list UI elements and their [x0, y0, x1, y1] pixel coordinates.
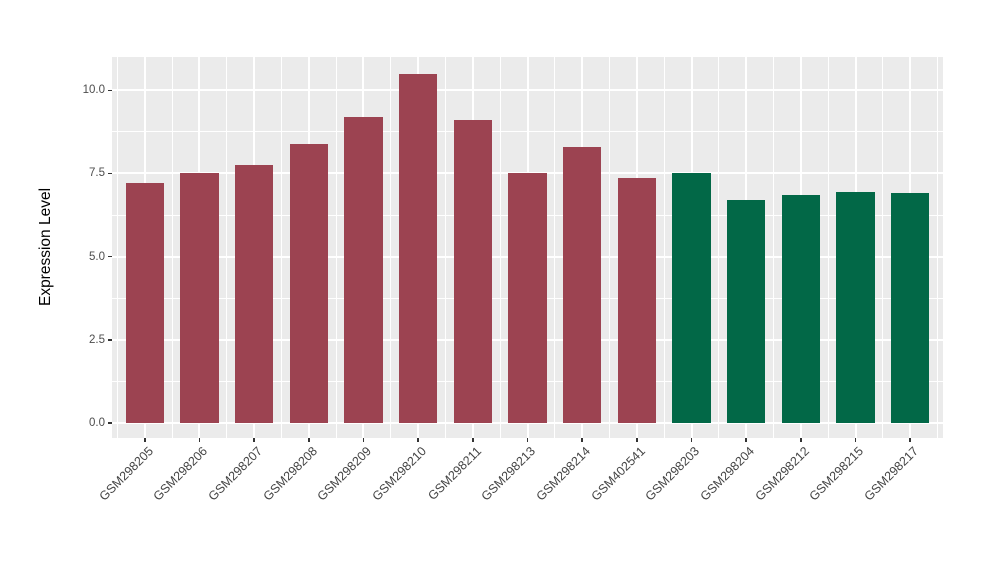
gridline — [444, 57, 446, 438]
x-tick-mark — [636, 438, 638, 442]
x-tick-mark — [198, 438, 201, 442]
x-tick-mark — [690, 438, 693, 442]
y-axis-title-text: Expression Level — [37, 187, 54, 307]
bar-GSM402541 — [617, 178, 656, 424]
x-tick-label: GSM298208 — [260, 444, 320, 504]
bar-GSM298213 — [508, 173, 547, 424]
x-tick-label: GSM402541 — [588, 444, 648, 504]
plot-panel — [112, 57, 943, 438]
x-tick-label: GSM298204 — [697, 444, 758, 504]
gridline — [773, 57, 775, 438]
y-tick-mark — [108, 339, 112, 341]
bar-GSM298203 — [672, 173, 711, 424]
x-tick-mark — [362, 438, 365, 442]
gridline — [499, 57, 501, 438]
gridline — [112, 131, 943, 133]
gridline — [827, 57, 829, 438]
x-tick-label: GSM298217 — [861, 444, 922, 504]
bar-GSM298214 — [563, 146, 602, 423]
gridline — [718, 57, 720, 438]
x-tick-label: GSM298213 — [478, 444, 539, 504]
bar-GSM298211 — [453, 120, 492, 424]
x-tick-label: GSM298207 — [205, 444, 266, 504]
x-tick-mark — [909, 438, 911, 442]
bar-GSM298215 — [836, 191, 875, 423]
gridline — [390, 57, 392, 438]
x-tick-label: GSM298210 — [369, 444, 430, 504]
x-tick-label: GSM298209 — [314, 444, 375, 504]
bar-GSM298206 — [180, 173, 219, 424]
y-tick-mark — [108, 255, 112, 258]
y-tick-label: 0.0 — [89, 417, 105, 430]
gridline — [112, 89, 943, 92]
y-tick-mark — [108, 89, 112, 92]
x-tick-label: GSM298211 — [424, 444, 484, 503]
bar-GSM298204 — [727, 200, 766, 424]
gridline — [335, 57, 337, 438]
x-tick-mark — [581, 438, 583, 442]
y-tick-label: 5.0 — [89, 250, 105, 263]
bar-GSM298207 — [235, 165, 274, 424]
x-tick-mark — [253, 438, 255, 442]
x-tick-label: GSM298205 — [96, 444, 156, 504]
gridline — [663, 57, 665, 438]
gridline — [554, 57, 556, 438]
x-tick-label: GSM298214 — [533, 444, 594, 504]
x-tick-mark — [526, 438, 529, 442]
y-tick-mark — [108, 422, 112, 424]
x-tick-mark — [144, 438, 146, 442]
bar-GSM298210 — [399, 73, 438, 423]
x-tick-label: GSM298215 — [806, 444, 867, 504]
x-tick-label: GSM298212 — [752, 444, 812, 504]
y-tick-mark — [108, 172, 112, 175]
bar-GSM298212 — [781, 195, 820, 423]
gridline — [280, 57, 282, 438]
x-tick-mark — [745, 438, 747, 442]
x-tick-mark — [854, 438, 857, 442]
x-tick-label: GSM298206 — [150, 444, 211, 504]
x-tick-mark — [417, 438, 419, 442]
gridline — [937, 57, 939, 438]
x-tick-mark — [800, 438, 802, 442]
bar-GSM298209 — [344, 116, 383, 424]
gridline — [116, 57, 118, 438]
gridline — [171, 57, 173, 438]
bar-GSM298208 — [289, 143, 328, 423]
y-tick-label: 10.0 — [82, 84, 105, 97]
x-tick-mark — [472, 438, 474, 442]
x-tick-label: GSM298203 — [642, 444, 703, 504]
y-tick-label: 7.5 — [89, 167, 105, 180]
x-tick-mark — [308, 438, 310, 442]
gridline — [609, 57, 610, 438]
gridline — [112, 422, 943, 425]
bar-GSM298205 — [125, 183, 164, 424]
gridline — [226, 57, 228, 438]
y-tick-label: 2.5 — [89, 333, 105, 346]
bar-GSM298217 — [891, 193, 930, 424]
gridline — [882, 57, 884, 438]
